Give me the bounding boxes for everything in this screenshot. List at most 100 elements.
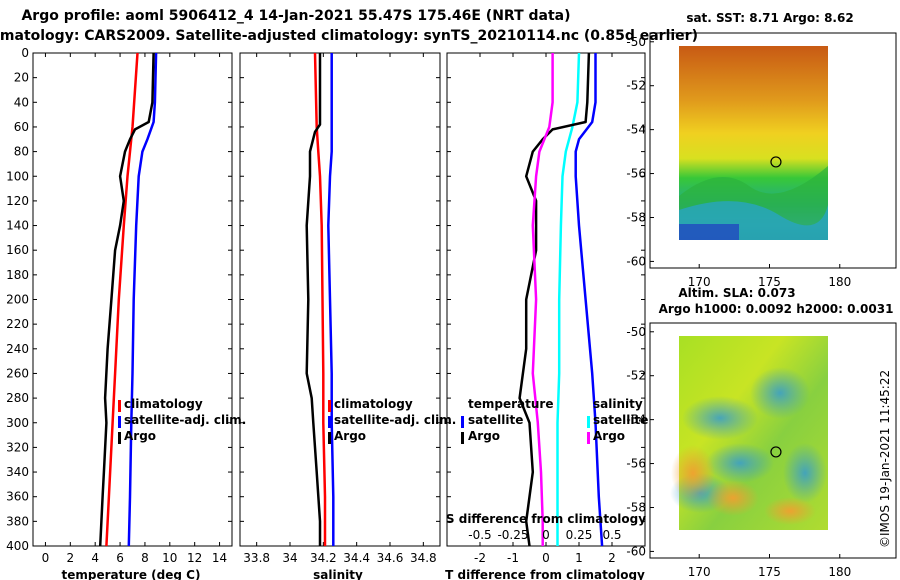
legend-label-temp-argo: Argo bbox=[468, 429, 500, 443]
top-x-tick-label: -0.25 bbox=[497, 528, 528, 542]
x-tick-label: 2 bbox=[608, 551, 616, 565]
series-line-argo bbox=[305, 53, 322, 546]
depth-tick-label: 380 bbox=[6, 514, 29, 528]
lon-tick-label: 180 bbox=[828, 565, 851, 579]
depth-tick-label: 0 bbox=[21, 46, 29, 60]
argo-location-marker bbox=[770, 156, 782, 168]
x-tick-label: 34.4 bbox=[343, 551, 370, 565]
legend-swatch-argo bbox=[328, 432, 331, 444]
legend-label-argo: Argo bbox=[124, 429, 156, 443]
depth-tick-label: 300 bbox=[6, 416, 29, 430]
depth-tick-label: 220 bbox=[6, 317, 29, 331]
x-tick-label: 34.8 bbox=[410, 551, 437, 565]
lat-tick-label: -50 bbox=[626, 325, 646, 339]
depth-tick-label: 200 bbox=[6, 293, 29, 307]
depth-tick-label: 40 bbox=[14, 95, 29, 109]
sla-map-title: Altim. SLA: 0.073 bbox=[678, 286, 795, 300]
x-tick-label: 34 bbox=[282, 551, 297, 565]
legend-swatch-climatology bbox=[118, 400, 121, 412]
top-x-tick-label: -0.5 bbox=[468, 528, 491, 542]
lon-tick-label: 170 bbox=[688, 275, 711, 289]
legend-label-temp-satellite: satellite bbox=[468, 413, 523, 427]
sla-high-anomaly bbox=[764, 497, 816, 525]
top-x-tick-label: 0.5 bbox=[602, 528, 621, 542]
x-tick-label: -1 bbox=[507, 551, 519, 565]
series-line-temperature-argo bbox=[518, 52, 591, 547]
sst-map-frame bbox=[649, 32, 897, 269]
depth-tick-label: 80 bbox=[14, 145, 29, 159]
x-tick-label: 34.2 bbox=[310, 551, 337, 565]
depth-tick-label: 260 bbox=[6, 366, 29, 380]
x-tick-label: 10 bbox=[162, 551, 177, 565]
x-tick-label: 34.6 bbox=[377, 551, 404, 565]
series-line-satellite-adj-clim- bbox=[327, 53, 335, 546]
salinity-panel: 33.8 34 34.2 34.4 34.6 34.8 bbox=[239, 52, 441, 565]
x-tick-label: 0 bbox=[542, 551, 550, 565]
x-tick-label: 2 bbox=[66, 551, 74, 565]
lat-tick-label: -58 bbox=[626, 500, 646, 514]
depth-tick-label: 60 bbox=[14, 120, 29, 134]
argo-location-marker bbox=[770, 446, 782, 458]
depth-tick-label: 120 bbox=[6, 194, 29, 208]
sst-cold-patch bbox=[679, 224, 739, 240]
sla-high-anomaly bbox=[671, 445, 715, 501]
depth-axis-labels: 0 20 40 60 80 100 120 140 160 180 200 220 240 260 280 3… bbox=[6, 46, 29, 553]
lat-tick-label: -56 bbox=[626, 457, 646, 471]
lat-tick-label: -60 bbox=[626, 544, 646, 558]
sst-map: sat. SST: 8.71 Argo: 8.62 -50 -52 -54 -56 -5… bbox=[626, 11, 897, 289]
title-line-1: Argo profile: aoml 5906412_4 14-Jan-2021… bbox=[21, 8, 570, 24]
lat-tick-label: -54 bbox=[626, 413, 646, 427]
depth-tick-label: 100 bbox=[6, 169, 29, 183]
lat-tick-label: -54 bbox=[626, 123, 646, 137]
imos-stamp: ©IMOS 19-Jan-2021 11:45:22 bbox=[878, 370, 892, 548]
title-line-2: Climatology: CARS2009. Satellite-adjuste… bbox=[0, 28, 698, 44]
legend-label-climatology: climatology bbox=[124, 397, 203, 411]
salinity-xlabel: salinity bbox=[313, 568, 363, 580]
series-line-salinity-argo bbox=[531, 53, 554, 546]
x-tick-label: 1 bbox=[575, 551, 583, 565]
x-tick-label: 4 bbox=[91, 551, 99, 565]
legend-header-temperature: temperature bbox=[468, 397, 553, 411]
x-tick-label: 6 bbox=[116, 551, 124, 565]
depth-tick-label: 160 bbox=[6, 243, 29, 257]
series-line-climatology bbox=[313, 52, 327, 546]
difference-legend: temperature satellite Argo salinity sate… bbox=[461, 397, 648, 444]
x-tick-label: 0 bbox=[42, 551, 50, 565]
legend-header-salinity: salinity bbox=[593, 397, 643, 411]
lat-tick-label: -50 bbox=[626, 35, 646, 49]
sla-map: Altim. SLA: 0.073 Argo h1000: 0.0092 h20… bbox=[626, 286, 897, 579]
legend-label-satellite: satellite-adj. clim. bbox=[334, 413, 456, 427]
legend-swatch-temp-argo bbox=[461, 432, 464, 444]
legend-swatch-temp-satellite bbox=[461, 416, 464, 428]
depth-tick-label: 140 bbox=[6, 219, 29, 233]
depth-tick-label: 240 bbox=[6, 342, 29, 356]
difference-xlabel: T difference from climatology bbox=[445, 568, 645, 580]
sla-low-anomaly bbox=[706, 443, 774, 483]
legend-label-argo: Argo bbox=[334, 429, 366, 443]
sla-high-anomaly bbox=[707, 480, 759, 516]
depth-tick-label: 320 bbox=[6, 440, 29, 454]
x-tick-label: 33.8 bbox=[243, 551, 270, 565]
series-line-temperature-satellite bbox=[574, 53, 604, 547]
depth-tick-label: 340 bbox=[6, 465, 29, 479]
sla-low-anomaly bbox=[783, 443, 827, 503]
sla-map-frame bbox=[649, 322, 897, 559]
depth-tick-label: 20 bbox=[14, 71, 29, 85]
x-tick-label: -2 bbox=[474, 551, 486, 565]
legend-label-satellite: satellite-adj. clim. bbox=[124, 413, 246, 427]
lat-tick-label: -60 bbox=[626, 254, 646, 268]
depth-tick-label: 400 bbox=[6, 539, 29, 553]
difference-panel: -2 -1 0 1 2 -0.5 -0.25 0 0.25 0.5 bbox=[446, 52, 646, 565]
legend-swatch-climatology bbox=[328, 400, 331, 412]
top-x-tick-label: 0.25 bbox=[566, 528, 593, 542]
top-x-tick-label: 0 bbox=[542, 528, 550, 542]
temperature-xlabel: temperature (deg C) bbox=[62, 568, 201, 580]
legend-label-sal-argo: Argo bbox=[593, 429, 625, 443]
temperature-panel: 0 2 4 6 8 10 12 14 bbox=[32, 52, 233, 565]
plot-frame bbox=[446, 52, 646, 547]
legend-swatch-argo bbox=[118, 432, 121, 444]
plot-frame bbox=[239, 52, 441, 547]
x-tick-label: 14 bbox=[212, 551, 227, 565]
depth-tick-label: 360 bbox=[6, 490, 29, 504]
lat-tick-label: -56 bbox=[626, 167, 646, 181]
